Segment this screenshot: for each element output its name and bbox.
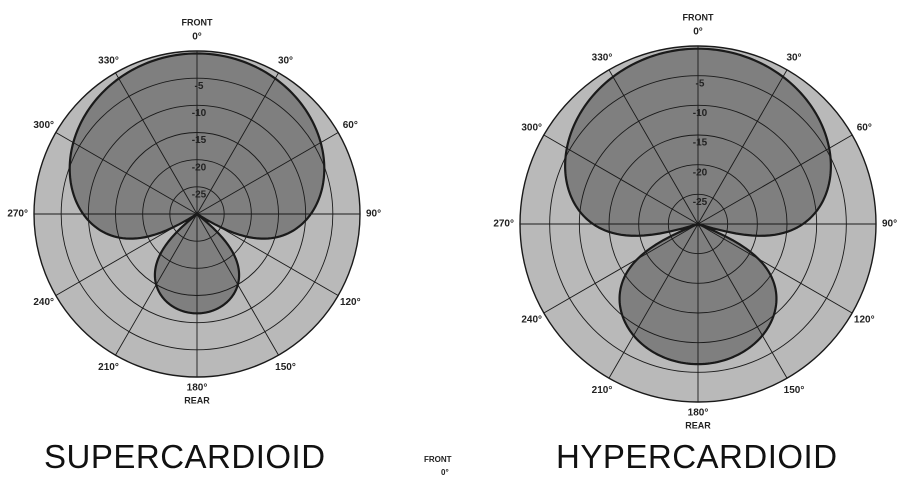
db-ring-label: -10 — [192, 108, 207, 119]
db-ring-label: -20 — [693, 167, 708, 178]
angle-label-90: 90° — [366, 209, 381, 220]
angle-label-330: 330° — [98, 55, 119, 66]
angle-label-150: 150° — [784, 385, 805, 396]
angle-label-210: 210° — [98, 362, 119, 373]
db-ring-label: -15 — [192, 135, 207, 146]
angle-label-270: 270° — [7, 209, 28, 220]
angle-label-120: 120° — [340, 297, 361, 308]
angle-label-30: 30° — [786, 52, 801, 63]
partial-zero-label: 0° — [441, 468, 449, 477]
db-ring-label: -20 — [192, 162, 207, 173]
db-ring-label: -10 — [693, 108, 708, 119]
db-ring-label: -15 — [693, 138, 708, 149]
db-ring-label: -5 — [696, 78, 705, 89]
angle-label-300: 300° — [33, 120, 54, 131]
angle-spoke — [196, 132, 339, 215]
angle-label-240: 240° — [33, 297, 54, 308]
front-label: FRONT — [683, 12, 714, 22]
rear-label: REAR — [685, 420, 711, 430]
db-ring-label: -5 — [195, 81, 204, 92]
pickup-pattern-outline — [68, 52, 326, 315]
angle-label-180: 180° — [688, 408, 709, 419]
hypercardioid-polar-plot: -5 -10 -15 -20 -25 30° 60° 90° 120° 150° 210° 240° 2… — [493, 12, 897, 430]
angle-spoke — [115, 72, 198, 215]
supercardioid-title: SUPERCARDIOID — [44, 438, 326, 475]
angle-spoke — [196, 72, 279, 215]
angle-label-300: 300° — [521, 123, 542, 134]
angle-spoke — [55, 132, 198, 215]
db-ring-label: -25 — [693, 197, 708, 208]
angle-spoke — [697, 134, 853, 225]
angle-label-210: 210° — [592, 385, 613, 396]
hypercardioid-title: HYPERCARDIOID — [556, 438, 838, 475]
rear-label: REAR — [184, 395, 210, 405]
supercardioid-polar-plot: -5 -10 -15 -20 -25 30° 60° 90° 120° 150° 210° 240° 2… — [7, 17, 381, 405]
angle-label-30: 30° — [278, 55, 293, 66]
angle-label-0: 0° — [693, 27, 703, 38]
angle-label-0: 0° — [192, 32, 202, 43]
angle-label-60: 60° — [343, 120, 358, 131]
angle-label-180: 180° — [187, 383, 208, 394]
angle-label-60: 60° — [857, 123, 872, 134]
angle-spoke — [697, 223, 788, 379]
db-ring-label: -25 — [192, 189, 207, 200]
angle-spoke — [608, 223, 699, 379]
angle-spoke — [608, 69, 699, 225]
angle-label-120: 120° — [854, 315, 875, 326]
angle-label-90: 90° — [882, 219, 897, 230]
front-label: FRONT — [182, 17, 213, 27]
angle-spoke — [697, 69, 788, 225]
angle-label-150: 150° — [275, 362, 296, 373]
angle-label-330: 330° — [592, 52, 613, 63]
angle-spoke — [543, 134, 699, 225]
angle-spoke — [543, 223, 699, 314]
angle-label-270: 270° — [493, 219, 514, 230]
angle-spoke — [697, 223, 853, 314]
partial-front-label: FRONT — [424, 455, 452, 464]
angle-label-240: 240° — [521, 315, 542, 326]
pickup-pattern-outline — [564, 47, 832, 366]
